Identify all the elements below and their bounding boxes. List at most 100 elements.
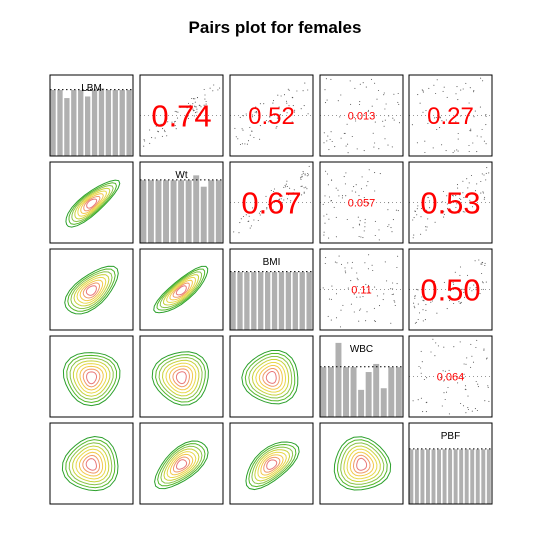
scatter-point [373,307,375,309]
scatter-point [453,346,455,348]
scatter-point [239,116,241,118]
scatter-point [456,201,458,203]
contour-line [85,285,97,296]
scatter-point [203,88,205,91]
scatter-point [482,192,485,194]
scatter-point [339,116,341,118]
scatter-point [247,140,250,142]
scatter-point [374,220,376,222]
scatter-point [251,130,253,132]
scatter-point [334,146,336,148]
scatter-point [487,386,489,388]
contour-line [78,451,104,477]
correlation-value: 0.11 [351,284,372,296]
histogram-bar [243,271,251,331]
scatter-point [466,116,468,118]
scatter-point [443,216,445,218]
scatter-point [269,115,271,118]
scatter-point [459,266,462,268]
scatter-point [192,103,194,105]
histogram-bar [395,366,403,418]
scatter-point [237,138,239,140]
contour-line [64,265,119,315]
scatter-point [296,90,298,92]
scatter-point [415,288,417,290]
scatter-point [359,220,361,222]
scatter-point [289,187,291,189]
scatter-point [164,121,166,123]
scatter-point [194,101,196,103]
scatter-point [345,172,347,174]
scatter-point [260,210,262,213]
density-contours [154,440,209,490]
scatter-point [235,136,237,138]
scatter-point [448,413,450,415]
contour-line [153,265,209,314]
contour-line [151,351,209,406]
scatter-point [360,236,362,238]
panel-r4-c4: PBF [408,422,493,505]
panel-border [139,422,224,505]
scatter-point [149,142,151,144]
histogram-bar [469,448,475,505]
scatter-point [255,111,258,113]
scatter-point [328,218,330,220]
scatter-point [365,320,367,322]
scatter-point [439,127,441,129]
scatter-point [433,117,436,119]
scatter-point [327,184,329,186]
scatter-point [378,229,380,231]
scatter-point [248,220,250,222]
scatter-point [265,119,267,122]
scatter-point [204,98,206,100]
contour-line [160,445,203,484]
scatter-point [167,121,169,123]
scatter-point [341,197,343,199]
scatter-point [324,102,327,104]
scatter-point [420,207,423,209]
scatter-point [299,177,302,179]
scatter-point [432,147,434,149]
scatter-point [266,208,268,210]
scatter-point [458,301,460,303]
scatter-point [344,132,346,134]
scatter-point [443,346,445,348]
scatter-point [157,130,159,132]
scatter-point [478,259,480,261]
scatter-point [248,215,250,217]
scatter-point [481,128,483,131]
scatter-point [454,150,456,152]
correlation-value: 0.53 [420,186,480,221]
scatter-point [249,126,251,129]
scatter-point [376,295,378,297]
chart-title: Pairs plot for females [188,18,362,37]
scatter-point [445,150,447,152]
scatter-point [460,302,462,304]
scatter-point [446,207,449,209]
scatter-point [263,103,265,105]
panel-r1-c2: 0.67 [229,161,314,244]
scatter-point [302,172,304,174]
scatter-point [294,109,296,111]
scatter-point [340,137,342,139]
scatter-point [471,206,474,208]
scatter-point [421,361,423,363]
scatter-point [476,135,478,137]
scatter-point [477,383,479,385]
contour-line [85,458,97,471]
scatter-point [251,116,254,118]
scatter-point [356,148,358,150]
scatter-point [430,281,433,283]
scatter-point [328,196,331,198]
panel-r2-c0 [49,248,134,331]
scatter-point [259,138,261,140]
scatter-point [426,377,428,379]
histogram-bar [118,89,126,157]
scatter-point [286,198,289,200]
scatter-point [446,96,448,98]
scatter-point [373,320,376,322]
scatter-point [480,263,482,265]
scatter-point [149,129,151,131]
scatter-point [485,115,487,118]
scatter-point [280,95,282,97]
